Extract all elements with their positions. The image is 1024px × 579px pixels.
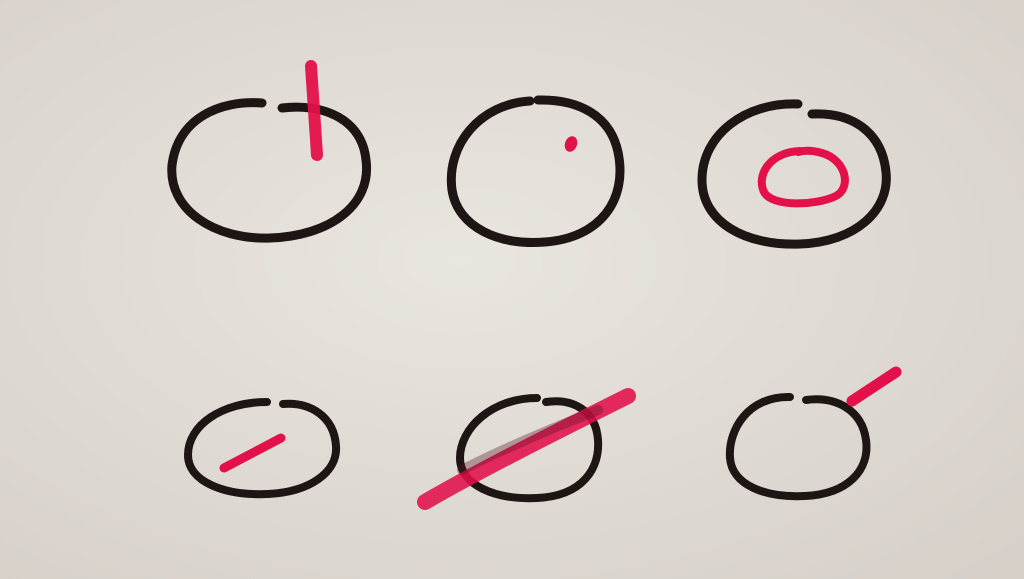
figure-circle-long-diagonal xyxy=(417,388,636,510)
black-circle-1 xyxy=(167,98,372,243)
black-circle-3 xyxy=(697,99,891,249)
figure-circle-inner-ring xyxy=(697,99,891,249)
red-inner-ring xyxy=(757,146,849,208)
figure-circle-short-diagonal xyxy=(183,398,341,499)
red-dot xyxy=(564,136,578,152)
red-short-diagonal xyxy=(219,433,286,473)
figure-circle-vertical-stroke xyxy=(167,60,372,243)
figure-circle-dot xyxy=(446,95,625,248)
red-vertical-line xyxy=(305,60,323,161)
red-long-diagonal xyxy=(417,388,636,510)
red-outside-diagonal xyxy=(846,366,902,407)
dark-overlap xyxy=(457,405,603,475)
black-circle-2 xyxy=(446,95,625,248)
figure-circle-outside-diagonal xyxy=(725,366,902,501)
black-circle-6 xyxy=(725,392,871,501)
black-circle-4 xyxy=(183,398,341,499)
